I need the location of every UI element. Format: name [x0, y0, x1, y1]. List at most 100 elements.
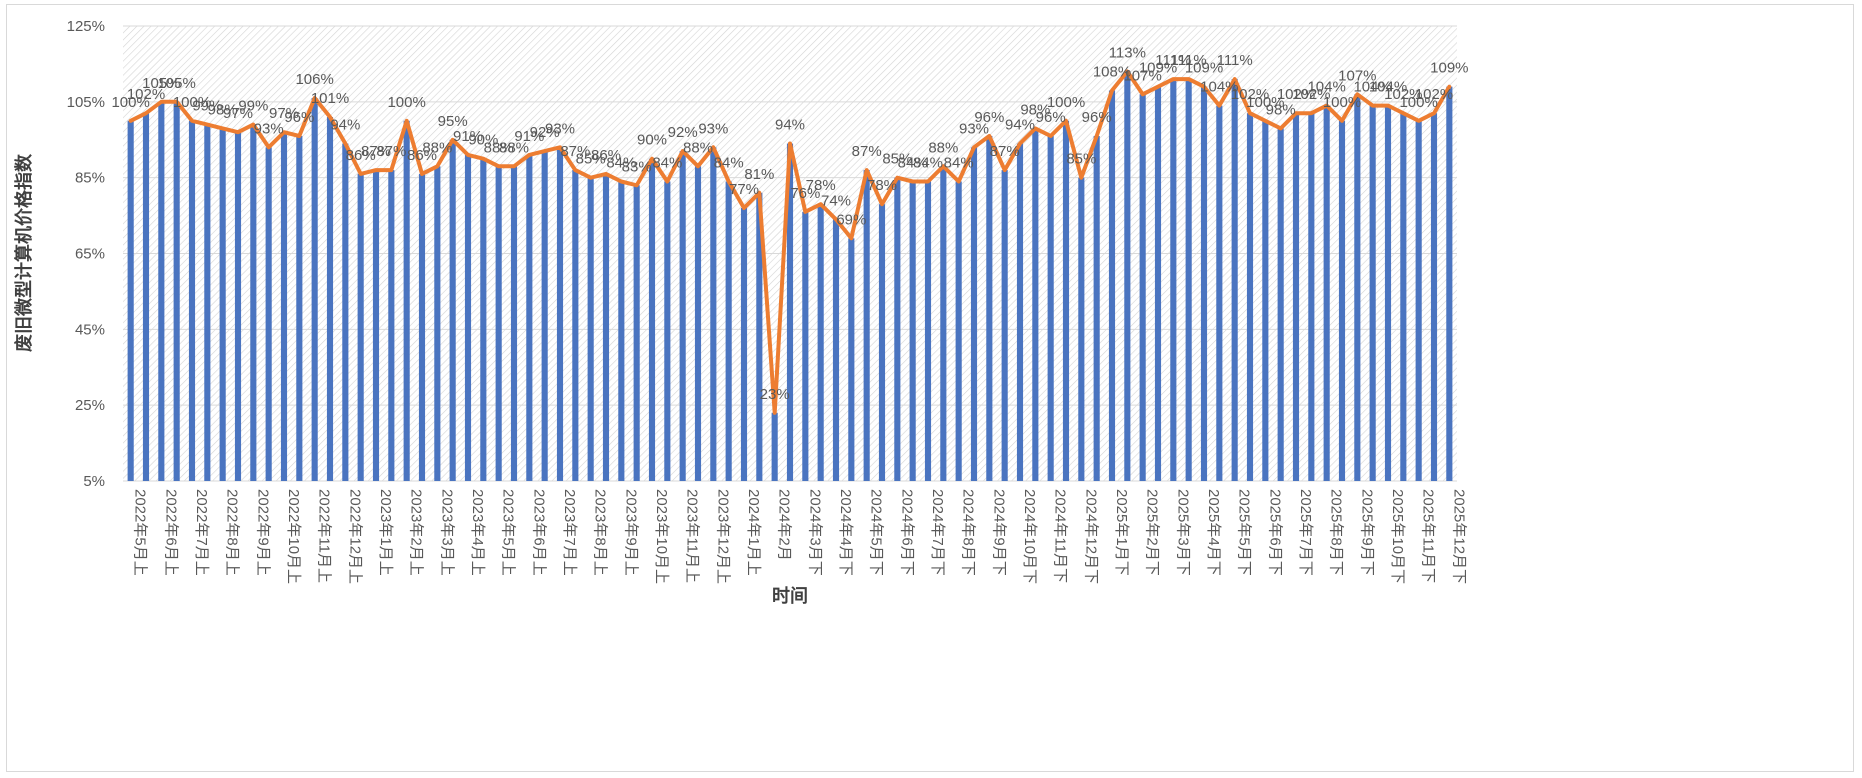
data-label: 98%: [1020, 101, 1050, 118]
bar: [1277, 128, 1284, 481]
x-tick-label: 2025年3月下: [1174, 489, 1191, 576]
data-label: 107%: [1338, 67, 1376, 84]
bar: [449, 139, 456, 481]
bar: [495, 166, 502, 481]
data-label: 86%: [407, 147, 437, 164]
x-tick-label: 2025年10月下: [1389, 489, 1406, 584]
bar: [1185, 79, 1192, 481]
data-label: 94%: [775, 117, 805, 134]
data-label: 104%: [1369, 79, 1407, 96]
x-tick-label: 2025年4月下: [1205, 489, 1222, 576]
data-label: 23%: [760, 386, 790, 403]
x-tick-label: 2022年11月上: [316, 489, 333, 583]
x-tick-label: 2022年6月上: [162, 489, 179, 576]
x-tick-label: 2024年10月下: [1021, 489, 1038, 584]
data-label: 88%: [484, 139, 514, 156]
data-label: 111%: [1171, 52, 1207, 69]
bar: [234, 132, 242, 481]
data-label: 96%: [1082, 109, 1112, 126]
data-label: 84%: [944, 154, 974, 171]
data-label: 87%: [560, 143, 590, 160]
data-label: 85%: [1066, 151, 1096, 168]
x-tick-label: 2025年5月下: [1236, 489, 1253, 576]
bar: [1292, 113, 1300, 481]
x-tick-label: 2025年1月下: [1113, 489, 1130, 576]
data-label: 111%: [1217, 52, 1253, 69]
bar: [1062, 120, 1070, 482]
bar: [878, 204, 886, 482]
data-label: 100%: [1399, 94, 1437, 111]
bar: [848, 238, 855, 481]
data-label: 84%: [606, 154, 636, 171]
x-tick-label: 2024年3月下: [806, 489, 823, 576]
x-tick-label: 2025年7月下: [1297, 489, 1314, 576]
bar: [480, 158, 487, 482]
data-label: 86%: [346, 147, 376, 164]
x-tick-label: 2024年11月下: [1052, 489, 1069, 583]
bar: [894, 177, 901, 481]
y-tick-label: 125%: [67, 18, 105, 35]
x-tick-label: 2022年7月上: [193, 489, 210, 576]
bar: [1384, 105, 1392, 481]
bar: [1001, 170, 1008, 482]
bar: [1047, 135, 1054, 482]
x-tick-label: 2022年12月上: [346, 489, 363, 584]
data-label: 81%: [744, 166, 774, 183]
bar: [173, 101, 180, 481]
bar: [418, 173, 426, 481]
bar: [1200, 86, 1208, 482]
bar: [188, 120, 196, 482]
bar: [1400, 113, 1407, 481]
data-label: 102%: [1384, 86, 1422, 103]
x-tick-label: 2024年1月上: [745, 489, 762, 576]
data-label: 86%: [591, 147, 621, 164]
bar: [1139, 94, 1146, 481]
data-label: 96%: [974, 109, 1004, 126]
bar: [403, 120, 410, 482]
bar: [940, 166, 947, 481]
bar: [1078, 177, 1085, 481]
bar: [219, 128, 226, 481]
data-label: 100%: [1323, 94, 1361, 111]
bar: [311, 98, 318, 482]
data-label: 109%: [1139, 60, 1177, 77]
bar: [265, 147, 272, 482]
x-axis-ticks: 2022年5月上 2022年6月上 2022年7月上 2022年8月上 2022年9月上…: [132, 489, 1468, 584]
data-label: 106%: [295, 71, 333, 88]
x-tick-label: 2023年4月上: [469, 489, 486, 576]
bar: [587, 177, 594, 481]
data-label: 104%: [1353, 79, 1391, 96]
bar: [986, 135, 993, 482]
data-label: 78%: [806, 177, 836, 194]
data-label: 104%: [1307, 79, 1345, 96]
bar: [158, 101, 165, 481]
x-tick-label: 2024年8月下: [960, 489, 977, 576]
y-tick-label: 105%: [67, 94, 105, 111]
data-label: 87%: [361, 143, 391, 160]
data-label: 84%: [913, 154, 943, 171]
bar: [342, 143, 349, 481]
y-tick-label: 65%: [75, 246, 105, 263]
bar: [326, 117, 334, 481]
x-tick-label: 2023年9月上: [622, 489, 639, 576]
data-label: 90%: [468, 132, 498, 149]
x-tick-label: 2023年1月上: [377, 489, 394, 576]
bar: [725, 181, 732, 482]
bar: [250, 124, 257, 481]
data-label: 98%: [208, 101, 238, 118]
data-label: 88%: [422, 139, 452, 156]
data-label: 99%: [192, 98, 222, 115]
data-label: 98%: [1266, 101, 1296, 118]
bar: [633, 185, 640, 481]
data-label: 100%: [173, 94, 211, 111]
data-label: 100%: [111, 94, 149, 111]
bar: [970, 147, 978, 482]
bar: [1124, 71, 1131, 481]
data-label: 96%: [1036, 109, 1066, 126]
bar: [756, 192, 763, 482]
bar: [740, 208, 748, 481]
x-tick-label: 2024年4月下: [837, 489, 854, 576]
bar: [664, 181, 671, 482]
bar: [127, 120, 134, 482]
